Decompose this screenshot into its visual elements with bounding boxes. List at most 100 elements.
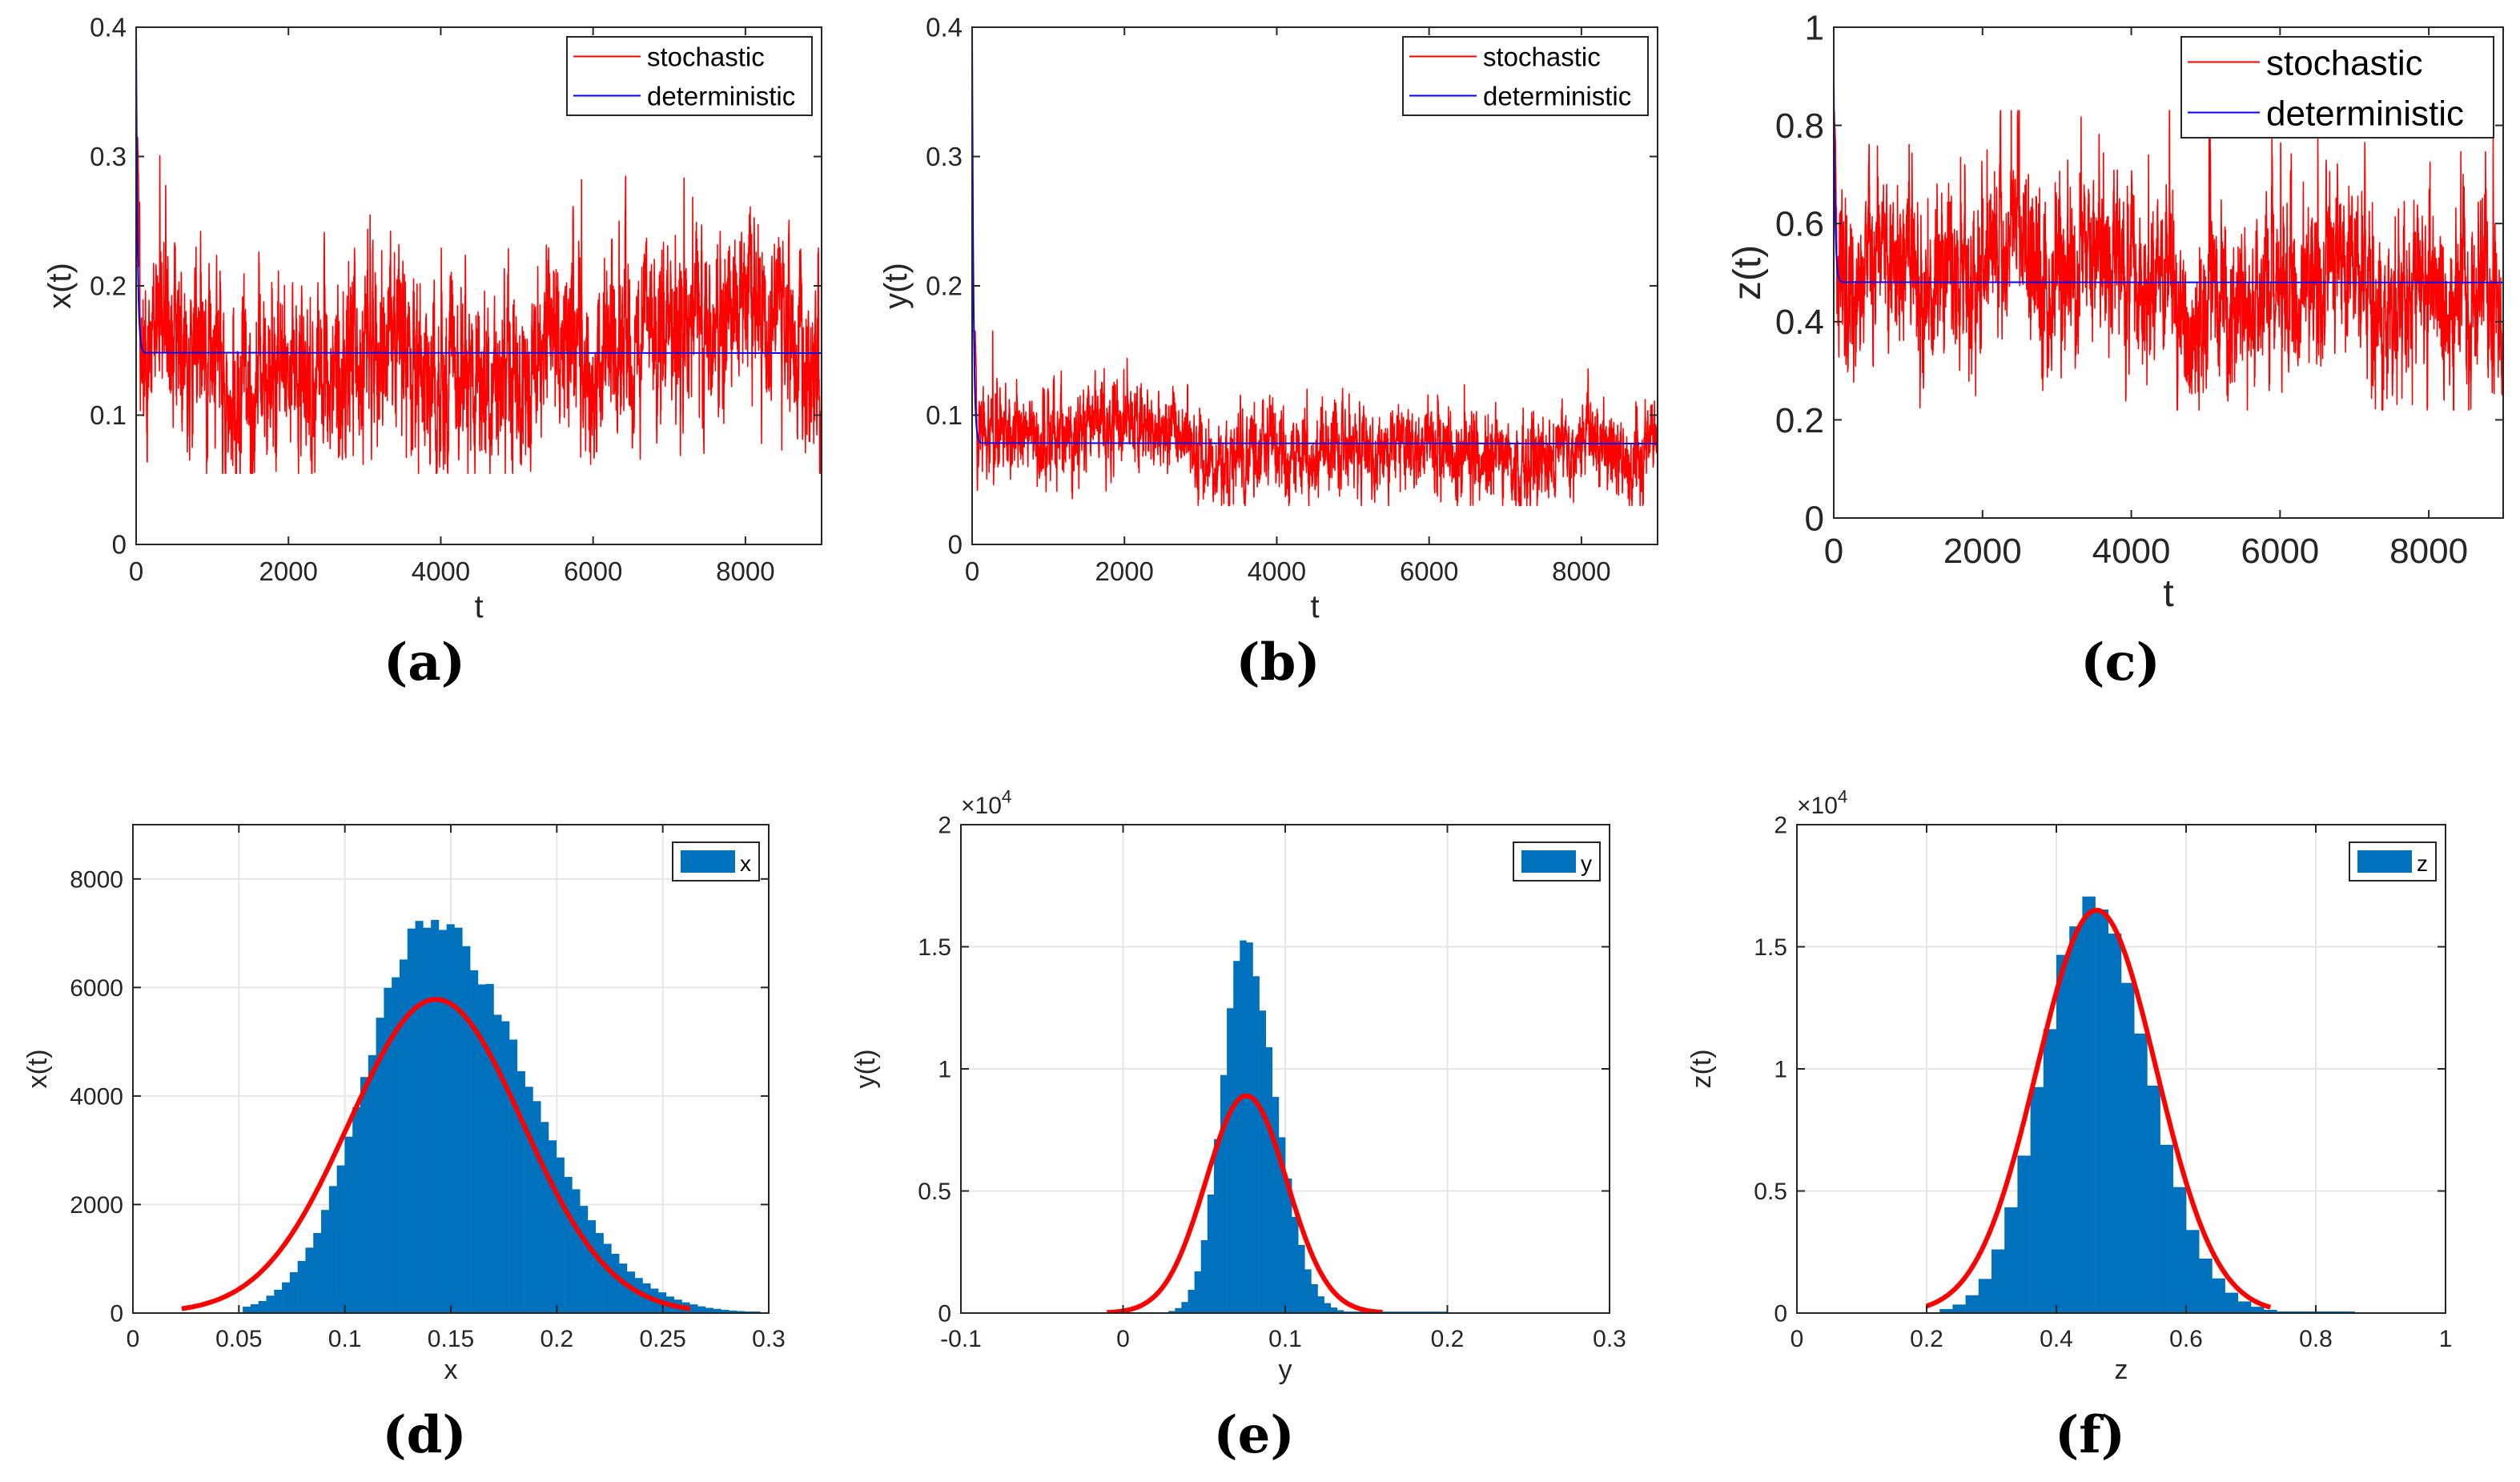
y-axis-label: y(t) bbox=[850, 1049, 881, 1088]
caption-b: (b) bbox=[1236, 633, 1320, 693]
x-tick-label: 6000 bbox=[1400, 556, 1458, 586]
histogram-bar bbox=[344, 1136, 353, 1313]
histogram-bar bbox=[2341, 1311, 2355, 1313]
histogram-bar bbox=[1220, 1074, 1228, 1313]
legend-swatch-histogram bbox=[681, 850, 735, 873]
y-tick-label: 2000 bbox=[70, 1192, 123, 1219]
x-tick-label: 2000 bbox=[1095, 556, 1154, 586]
histogram-bar bbox=[1336, 1310, 1344, 1313]
exponent-power: 4 bbox=[1002, 787, 1012, 807]
histogram-bar bbox=[2043, 1029, 2057, 1313]
legend-box bbox=[566, 36, 813, 116]
histogram-bar bbox=[524, 1086, 533, 1313]
histogram-bar bbox=[1246, 942, 1253, 1313]
histogram-bar bbox=[1285, 1178, 1292, 1313]
x-tick-label: 0 bbox=[127, 1326, 140, 1352]
x-tick-label: 8000 bbox=[716, 556, 774, 586]
x-tick-label: 8000 bbox=[2389, 532, 2468, 571]
histogram-bar bbox=[305, 1247, 314, 1313]
histogram-bar bbox=[626, 1271, 636, 1313]
histogram-bar bbox=[2030, 1086, 2044, 1313]
histogram-bar bbox=[1330, 1307, 1338, 1313]
normal-fit-curve bbox=[181, 997, 691, 1311]
histogram-bar bbox=[1259, 1010, 1266, 1313]
y-tick-label: 1 bbox=[1805, 8, 1824, 47]
histogram-bar bbox=[258, 1300, 267, 1313]
legend-label: x bbox=[740, 851, 751, 876]
y-tick-label: 8000 bbox=[70, 866, 123, 893]
y-tick-label: 0.2 bbox=[90, 271, 127, 301]
x-tick-label: 4000 bbox=[1248, 556, 1306, 586]
legend: stochastic deterministic bbox=[2180, 36, 2494, 139]
histogram-bar bbox=[2108, 934, 2122, 1313]
legend-label: deterministic bbox=[647, 81, 795, 110]
histogram-bar bbox=[1227, 1008, 1234, 1313]
legend-label: deterministic bbox=[2266, 94, 2464, 133]
chart-panel-f: 0 0.2 0.4 0.6 0.8 1 0 0.5 1 1.5 2 ×104 z z(t) z bbox=[1686, 787, 2452, 1386]
y-axis-label: x(t) bbox=[22, 1049, 53, 1088]
y-tick-label: 1 bbox=[1774, 1057, 1787, 1083]
y-tick-label: 0.4 bbox=[926, 13, 963, 42]
x-tick-label: 2000 bbox=[259, 556, 318, 586]
histogram-bar bbox=[1207, 1194, 1215, 1313]
normal-fit-curve bbox=[1106, 1093, 1384, 1313]
histogram-bar bbox=[2134, 1033, 2148, 1313]
y-tick-label: 0 bbox=[1774, 1301, 1787, 1327]
histogram-bar bbox=[485, 983, 494, 1313]
histogram-bar bbox=[243, 1306, 251, 1313]
y-axis-label: y(t) bbox=[878, 263, 914, 309]
histogram-bar bbox=[423, 927, 432, 1313]
histogram-bar bbox=[321, 1210, 330, 1313]
x-axis-label: y bbox=[1279, 1355, 1292, 1385]
histogram-bar bbox=[587, 1220, 597, 1313]
histogram-bar bbox=[2147, 1085, 2160, 1313]
histogram-bar bbox=[1252, 976, 1260, 1313]
y-tick-label: 4000 bbox=[70, 1083, 123, 1110]
x-tick-label: 0.6 bbox=[2169, 1326, 2203, 1352]
exponent-base: ×10 bbox=[1797, 793, 1838, 819]
x-axis-label: z bbox=[2115, 1355, 2128, 1385]
histogram-bar bbox=[1991, 1249, 2005, 1313]
legend: x bbox=[672, 841, 760, 882]
x-axis-label: x bbox=[444, 1355, 458, 1385]
y-tick-label: 6000 bbox=[70, 975, 123, 1002]
y-tick-label: 0 bbox=[1805, 499, 1824, 538]
y-tick-label: 0.2 bbox=[926, 271, 963, 301]
histogram-bar bbox=[360, 1077, 369, 1313]
plot-content bbox=[972, 27, 1658, 507]
histogram-bar bbox=[549, 1140, 557, 1313]
histogram-bar bbox=[1292, 1216, 1299, 1313]
y-tick-label: 0.4 bbox=[90, 13, 127, 42]
x-tick-label: 0.3 bbox=[752, 1326, 786, 1352]
legend-label: z bbox=[2417, 851, 2428, 876]
histogram-bar bbox=[376, 1018, 384, 1313]
histogram-bar bbox=[729, 1310, 738, 1313]
plot-content bbox=[181, 919, 761, 1313]
histogram-bar bbox=[328, 1186, 337, 1313]
histogram-bar bbox=[2069, 926, 2083, 1313]
x-tick-label: 0 bbox=[1791, 1326, 1804, 1352]
histogram-bar bbox=[1194, 1271, 1201, 1313]
histogram-bar bbox=[564, 1176, 573, 1313]
y-tick-label: 0.1 bbox=[90, 400, 127, 430]
y-tick-label: 1 bbox=[938, 1057, 951, 1083]
deterministic-series-line bbox=[1834, 76, 2503, 283]
x-tick-label: 0.8 bbox=[2299, 1326, 2333, 1352]
x-tick-label: 0.3 bbox=[1593, 1326, 1626, 1352]
histogram-bar bbox=[1965, 1295, 1979, 1313]
histogram-bar bbox=[282, 1282, 291, 1313]
y-tick-label: 0 bbox=[112, 530, 127, 560]
y-axis-label: z(t) bbox=[1726, 245, 1769, 300]
histogram-bar bbox=[446, 924, 455, 1313]
histogram-bar bbox=[705, 1307, 713, 1313]
x-tick-label: 0 bbox=[1824, 532, 1843, 571]
legend: z bbox=[2349, 841, 2437, 882]
histogram-bar bbox=[1181, 1302, 1188, 1313]
histogram-bar bbox=[1324, 1303, 1331, 1313]
histogram-bar bbox=[399, 959, 408, 1313]
histogram-bar bbox=[2082, 896, 2096, 1313]
histogram-bar bbox=[1168, 1311, 1176, 1313]
y-tick-label: 0.1 bbox=[926, 400, 963, 430]
x-tick-label: 0.05 bbox=[215, 1326, 262, 1352]
chart-panel-d: 0 0.05 0.1 0.15 0.2 0.25 0.3 0 2000 4000 6000 8000 x… bbox=[22, 824, 786, 1385]
